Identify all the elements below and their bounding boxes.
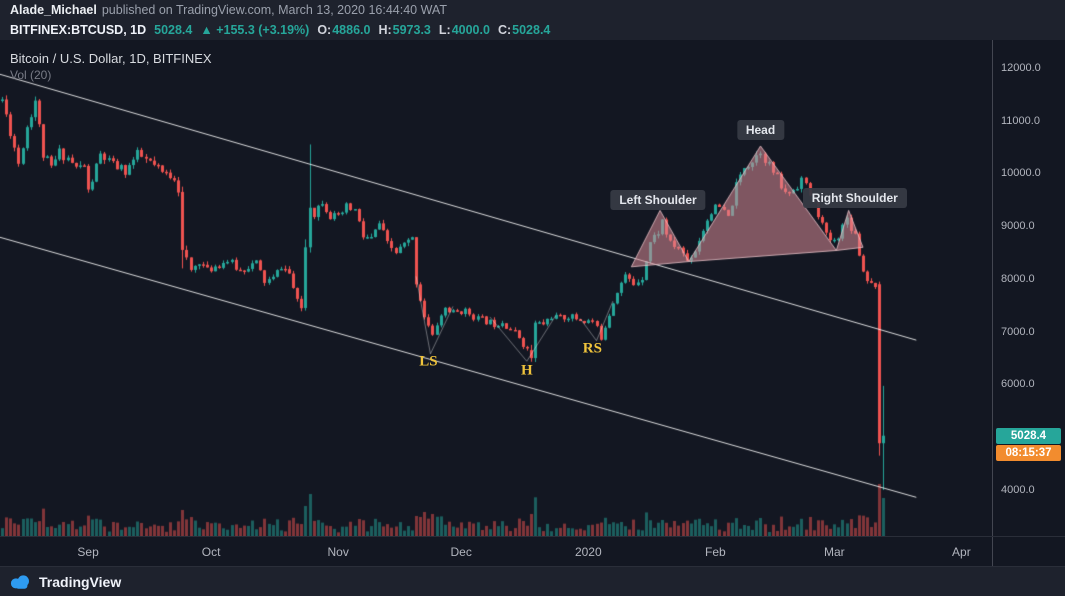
price-axis-tick: 11000.0 bbox=[1001, 114, 1040, 127]
time-axis-label-feb: Feb bbox=[705, 544, 726, 559]
axis-corner bbox=[992, 537, 1065, 566]
time-axis-label-dec: Dec bbox=[450, 544, 472, 559]
last-price: 5028.4 bbox=[154, 23, 193, 37]
price-change: ▲ +155.3 (+3.19%) bbox=[200, 23, 310, 37]
symbol-name: BITFINEX:BTCUSD, 1D bbox=[10, 23, 147, 37]
ohlc-open: O: 4886.0 bbox=[317, 23, 371, 37]
time-axis-label-nov: Nov bbox=[327, 544, 349, 559]
chart-pane: Left Shoulder Head Right Shoulder LS H RS Bit… bbox=[0, 40, 1065, 536]
ohlc-low: L: 4000.0 bbox=[438, 23, 490, 37]
footer: TradingView bbox=[0, 566, 1065, 596]
last-price-badge: 5028.4 bbox=[996, 427, 1061, 444]
time-axis-label-sep: Sep bbox=[77, 544, 99, 559]
time-axis-label-mar: Mar bbox=[823, 544, 845, 559]
published-bar: Alade_Michael published on TradingView.c… bbox=[0, 0, 1065, 20]
price-scale[interactable]: 5028.4 08:15:37 12000.0 11000.0 10000.0 900… bbox=[992, 40, 1065, 536]
ohlc-close: C: 5028.4 bbox=[497, 23, 551, 37]
candlestick-chart-canvas[interactable] bbox=[0, 40, 992, 536]
time-axis-label-apr: Apr bbox=[952, 544, 971, 559]
price-axis-tick: 4000.0 bbox=[1001, 483, 1035, 496]
chart-canvas-wrap: Left Shoulder Head Right Shoulder LS H RS Bit… bbox=[0, 40, 992, 536]
time-scale-row: Sep Oct Nov Dec 2020 Feb Mar Apr bbox=[0, 536, 1065, 566]
price-axis-tick: 8000.0 bbox=[1001, 272, 1035, 285]
symbol-info-bar: BITFINEX:BTCUSD, 1D 5028.4 ▲ +155.3 (+3.… bbox=[0, 20, 1065, 40]
time-scale[interactable]: Sep Oct Nov Dec 2020 Feb Mar Apr bbox=[0, 537, 992, 566]
published-text: published on TradingView.com, March 13, … bbox=[101, 3, 447, 17]
bar-countdown-badge: 08:15:37 bbox=[996, 444, 1061, 461]
tradingview-logo-icon[interactable] bbox=[10, 574, 32, 589]
price-axis-tick: 6000.0 bbox=[1001, 378, 1035, 391]
ohlc-high: H: 5973.3 bbox=[378, 23, 431, 37]
price-axis-tick: 9000.0 bbox=[1001, 220, 1035, 233]
tradingview-brand-text[interactable]: TradingView bbox=[39, 573, 122, 590]
price-axis-tick: 7000.0 bbox=[1001, 325, 1035, 338]
author-name: Alade_Michael bbox=[10, 3, 97, 17]
price-axis-tick: 10000.0 bbox=[1001, 167, 1041, 180]
price-axis-tick: 12000.0 bbox=[1001, 61, 1041, 74]
time-axis-label-oct: Oct bbox=[201, 544, 221, 559]
time-axis-label-2020: 2020 bbox=[574, 544, 602, 559]
